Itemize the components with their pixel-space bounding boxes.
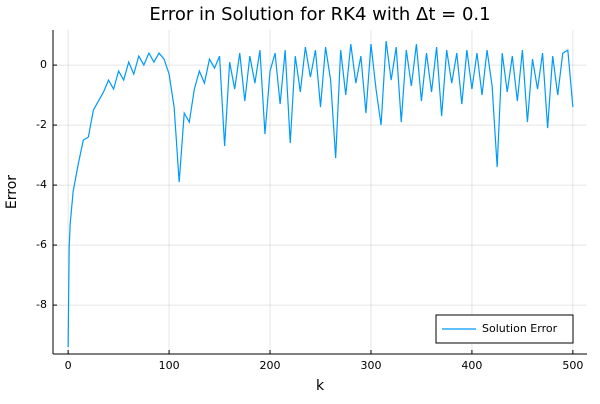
x-tick-label: 300 bbox=[360, 359, 381, 372]
y-tick-label: -2 bbox=[36, 118, 47, 131]
x-tick-label: 100 bbox=[159, 359, 180, 372]
x-axis-label: k bbox=[316, 378, 325, 394]
x-tick-label: 0 bbox=[65, 359, 72, 372]
chart-title: Error in Solution for RK4 with Δt = 0.1 bbox=[149, 4, 490, 25]
y-tick-label: -6 bbox=[36, 238, 47, 251]
y-tick-label: -4 bbox=[36, 178, 47, 191]
y-tick-label: -8 bbox=[36, 298, 47, 311]
y-axis-label: Error bbox=[4, 175, 20, 209]
x-tick-label: 500 bbox=[562, 359, 583, 372]
legend-label: Solution Error bbox=[482, 322, 558, 335]
x-tick-label: 200 bbox=[260, 359, 281, 372]
y-tick-label: 0 bbox=[40, 58, 47, 71]
x-tick-label: 400 bbox=[461, 359, 482, 372]
data-line bbox=[67, 41, 574, 348]
